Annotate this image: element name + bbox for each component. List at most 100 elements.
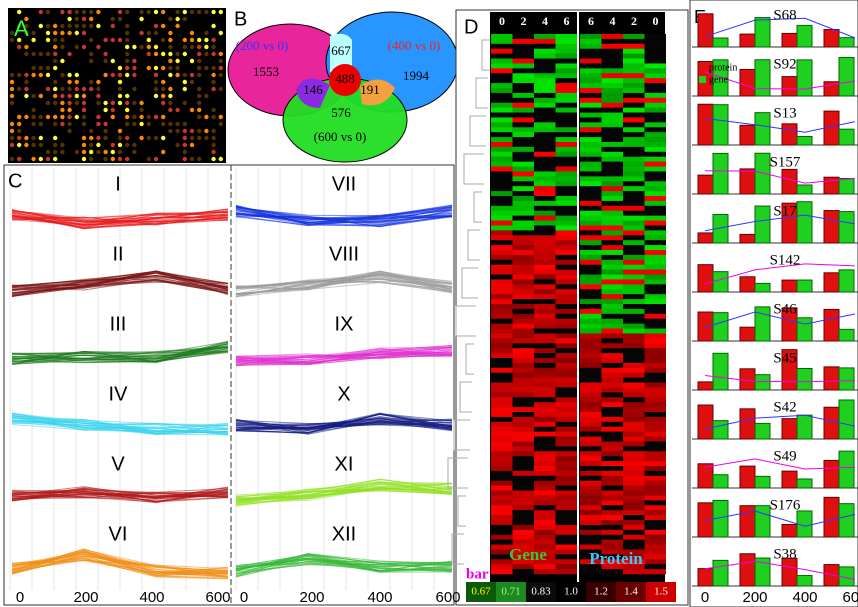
heatmap-cell xyxy=(556,451,578,456)
heatmap-cell xyxy=(645,235,667,240)
heatmap-cell xyxy=(491,83,513,88)
protein-bar xyxy=(698,233,713,243)
heatmap-cell xyxy=(513,88,535,93)
spot xyxy=(183,38,187,42)
spot xyxy=(161,94,165,98)
heatmap-cell xyxy=(645,314,667,319)
spot xyxy=(175,52,179,56)
heatmap-cell xyxy=(491,451,513,456)
heatmap-cell xyxy=(491,167,513,172)
heatmap-cell xyxy=(580,324,602,329)
heatmap-cell xyxy=(534,461,556,466)
heatmap-cell xyxy=(513,378,535,383)
gene-bar xyxy=(839,451,854,488)
spot xyxy=(154,66,158,70)
heatmap-cell xyxy=(491,181,513,186)
heatmap-cell xyxy=(580,279,602,284)
colorbar-title: bar xyxy=(466,566,489,582)
spot xyxy=(175,24,179,28)
heatmap-cell xyxy=(623,481,645,486)
heatmap-cell xyxy=(580,191,602,196)
heatmap-cell xyxy=(602,510,624,515)
heatmap-cell xyxy=(645,250,667,255)
heatmap-cell xyxy=(602,152,624,157)
heatmap-cell xyxy=(580,402,602,407)
heatmap-cell xyxy=(623,466,645,471)
heatmap-cell xyxy=(556,486,578,491)
heatmap-cell xyxy=(556,491,578,496)
heatmap-cell xyxy=(556,437,578,442)
heatmap-cell xyxy=(580,397,602,402)
heatmap-cell xyxy=(491,417,513,422)
spot xyxy=(183,143,187,147)
spot xyxy=(219,115,223,119)
spot xyxy=(125,108,129,112)
heatmap-cell xyxy=(534,358,556,363)
spot xyxy=(161,66,165,70)
heatmap-cell xyxy=(556,417,578,422)
heatmap-cell xyxy=(534,348,556,353)
spot xyxy=(24,45,28,49)
panel-label: D xyxy=(464,16,478,38)
heatmap-cell xyxy=(580,245,602,250)
heatmap-cell xyxy=(556,230,578,235)
heatmap-cell xyxy=(580,235,602,240)
heatmap-cell xyxy=(602,279,624,284)
region-count: 146 xyxy=(303,82,323,97)
heatmap-cell xyxy=(580,422,602,427)
heatmap-cell xyxy=(623,176,645,181)
heatmap-cell xyxy=(645,63,667,68)
heatmap-cell xyxy=(580,98,602,103)
heatmap-cell xyxy=(556,441,578,446)
heatmap-cell xyxy=(580,88,602,93)
spot xyxy=(103,38,107,42)
spot xyxy=(183,80,187,84)
heatmap-cell xyxy=(534,201,556,206)
spot xyxy=(31,136,35,140)
heatmap-cell xyxy=(534,387,556,392)
heatmap-cell xyxy=(623,270,645,275)
gene-bar xyxy=(839,129,854,145)
spot xyxy=(190,80,194,84)
heatmap-cell xyxy=(602,417,624,422)
spot xyxy=(190,73,194,77)
heatmap-cell xyxy=(556,127,578,132)
column-label: 6 xyxy=(588,14,594,28)
protein-bar xyxy=(740,169,755,194)
heatmap-cell xyxy=(556,221,578,226)
spot xyxy=(31,31,35,35)
heatmap-cell xyxy=(602,142,624,147)
spot xyxy=(10,143,14,147)
heatmap-cell xyxy=(556,471,578,476)
heatmap-cell xyxy=(556,324,578,329)
gene-bar xyxy=(713,353,728,390)
heatmap-cell xyxy=(623,333,645,338)
heatmap-cell xyxy=(602,343,624,348)
heatmap-cell xyxy=(602,437,624,442)
protein-bar xyxy=(740,69,755,96)
heatmap-cell xyxy=(623,422,645,427)
heatmap-cell xyxy=(623,338,645,343)
column-label: 2 xyxy=(521,14,527,28)
region-count: 191 xyxy=(360,82,380,97)
heatmap-cell xyxy=(645,34,667,39)
heatmap-cell xyxy=(580,270,602,275)
heatmap-cell xyxy=(645,441,667,446)
spot xyxy=(111,24,115,28)
spot xyxy=(168,38,172,42)
spot xyxy=(103,52,107,56)
heatmap-cell xyxy=(623,250,645,255)
spot xyxy=(53,143,57,147)
heatmap-cell xyxy=(534,68,556,73)
protein-bar xyxy=(782,280,797,292)
heatmap-cell xyxy=(556,117,578,122)
heatmap-cell xyxy=(491,103,513,108)
spot xyxy=(82,150,86,154)
heatmap-cell xyxy=(491,44,513,49)
legend-swatch xyxy=(699,76,706,83)
heatmap-cell xyxy=(623,221,645,226)
heatmap-cell xyxy=(556,329,578,334)
heatmap-cell xyxy=(602,466,624,471)
heatmap-cell xyxy=(491,270,513,275)
spot xyxy=(111,108,115,112)
